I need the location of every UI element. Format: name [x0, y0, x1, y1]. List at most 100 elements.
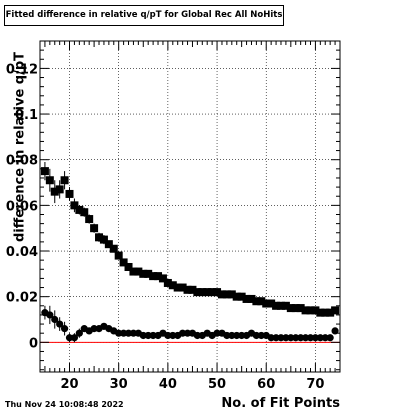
data-point-square: [242, 294, 251, 303]
data-point-circle: [75, 329, 83, 337]
data-point-square: [168, 281, 177, 290]
x-tick-label: 60: [257, 377, 275, 392]
data-point-circle: [60, 325, 69, 333]
data-point-square: [227, 290, 236, 299]
data-point-square: [173, 283, 182, 292]
data-point-square: [119, 258, 128, 267]
data-points: [40, 161, 340, 343]
data-point-circle: [51, 315, 59, 324]
data-point-square: [139, 269, 148, 278]
data-point-square: [80, 208, 89, 217]
data-point-square: [311, 306, 320, 315]
chart-title: Fitted difference in relative q/pT for G…: [4, 5, 284, 26]
data-point-square: [252, 297, 261, 306]
data-point-circle: [129, 329, 138, 337]
x-tick-label: 70: [306, 377, 324, 392]
data-point-circle: [316, 334, 324, 342]
data-point-circle: [149, 331, 157, 340]
data-point-square: [40, 167, 49, 176]
data-point-square: [124, 262, 133, 271]
data-point-circle: [65, 334, 74, 342]
data-point-square: [65, 189, 74, 198]
data-point-circle: [257, 331, 265, 340]
data-point-circle: [56, 320, 64, 328]
data-point-square: [306, 306, 315, 315]
plot-frame: [39, 40, 341, 373]
data-point-square: [331, 306, 340, 315]
data-point-circle: [90, 325, 98, 333]
x-axis-ticks: 20 30 40 50 60 70: [39, 41, 341, 392]
data-point-circle: [297, 334, 305, 342]
data-point-square: [213, 288, 222, 297]
data-point-square: [276, 301, 285, 310]
data-point-square: [326, 308, 335, 317]
data-point-square: [114, 251, 123, 260]
data-point-square: [45, 176, 54, 185]
data-point-circle: [292, 334, 300, 342]
data-point-circle: [183, 329, 192, 337]
data-point-circle: [169, 331, 177, 340]
x-tick-label: 30: [110, 377, 128, 392]
data-point-square: [75, 205, 84, 214]
data-point-circle: [311, 334, 320, 342]
data-point-circle: [321, 334, 329, 342]
data-point-circle: [144, 331, 152, 340]
data-point-square: [203, 288, 212, 297]
data-point-circle: [272, 334, 280, 342]
data-point-square: [144, 269, 153, 278]
data-point-circle: [124, 329, 133, 337]
data-point-square: [154, 272, 163, 281]
data-point-circle: [193, 331, 201, 340]
data-point-square: [109, 244, 118, 253]
grid: [40, 41, 340, 372]
data-point-circle: [277, 334, 285, 342]
data-point-circle: [238, 331, 246, 340]
data-point-circle: [233, 331, 241, 340]
x-tick-label: 20: [60, 377, 78, 392]
data-point-square: [134, 267, 143, 276]
data-point-circle: [326, 334, 334, 342]
timestamp-footer: Thu Nov 24 10:08:48 2022: [5, 400, 124, 409]
data-point-square: [296, 304, 305, 313]
data-point-square: [99, 235, 108, 244]
data-point-circle: [228, 331, 236, 340]
data-point-circle: [46, 311, 54, 319]
data-point-circle: [223, 331, 231, 340]
data-point-square: [149, 272, 158, 281]
data-point-square: [193, 288, 202, 297]
data-point-circle: [287, 334, 295, 342]
data-point-square: [50, 187, 59, 196]
data-point-square: [60, 176, 69, 185]
data-point-circle: [179, 329, 187, 337]
data-point-circle: [164, 331, 172, 340]
x-tick-label: 40: [159, 377, 177, 392]
data-point-square: [217, 290, 226, 299]
data-point-square: [183, 285, 192, 294]
data-point-square: [316, 308, 325, 317]
data-point-square: [247, 294, 256, 303]
x-tick-label: 50: [208, 377, 226, 392]
data-point-square: [267, 299, 276, 308]
data-point-square: [129, 267, 138, 276]
data-point-square: [178, 283, 187, 292]
data-point-square: [321, 308, 330, 317]
data-point-circle: [115, 329, 123, 337]
data-point-square: [104, 240, 113, 249]
data-point-square: [95, 233, 104, 242]
data-point-square: [188, 285, 197, 294]
data-point-square: [70, 201, 79, 210]
data-point-circle: [306, 334, 315, 342]
data-point-square: [262, 299, 271, 308]
data-point-square: [272, 301, 281, 310]
data-point-circle: [252, 331, 260, 340]
data-point-square: [158, 274, 167, 283]
y-tick-label: 0.02: [6, 291, 38, 306]
y-axis-ticks: 0 0.02 0.04 0.06 0.08 0.1 0.12: [6, 40, 340, 371]
data-point-square: [286, 304, 295, 313]
data-point-square: [163, 278, 172, 287]
data-point-circle: [213, 329, 221, 337]
data-point-square: [208, 288, 217, 297]
data-point-square: [291, 304, 300, 313]
data-point-square: [281, 301, 290, 310]
